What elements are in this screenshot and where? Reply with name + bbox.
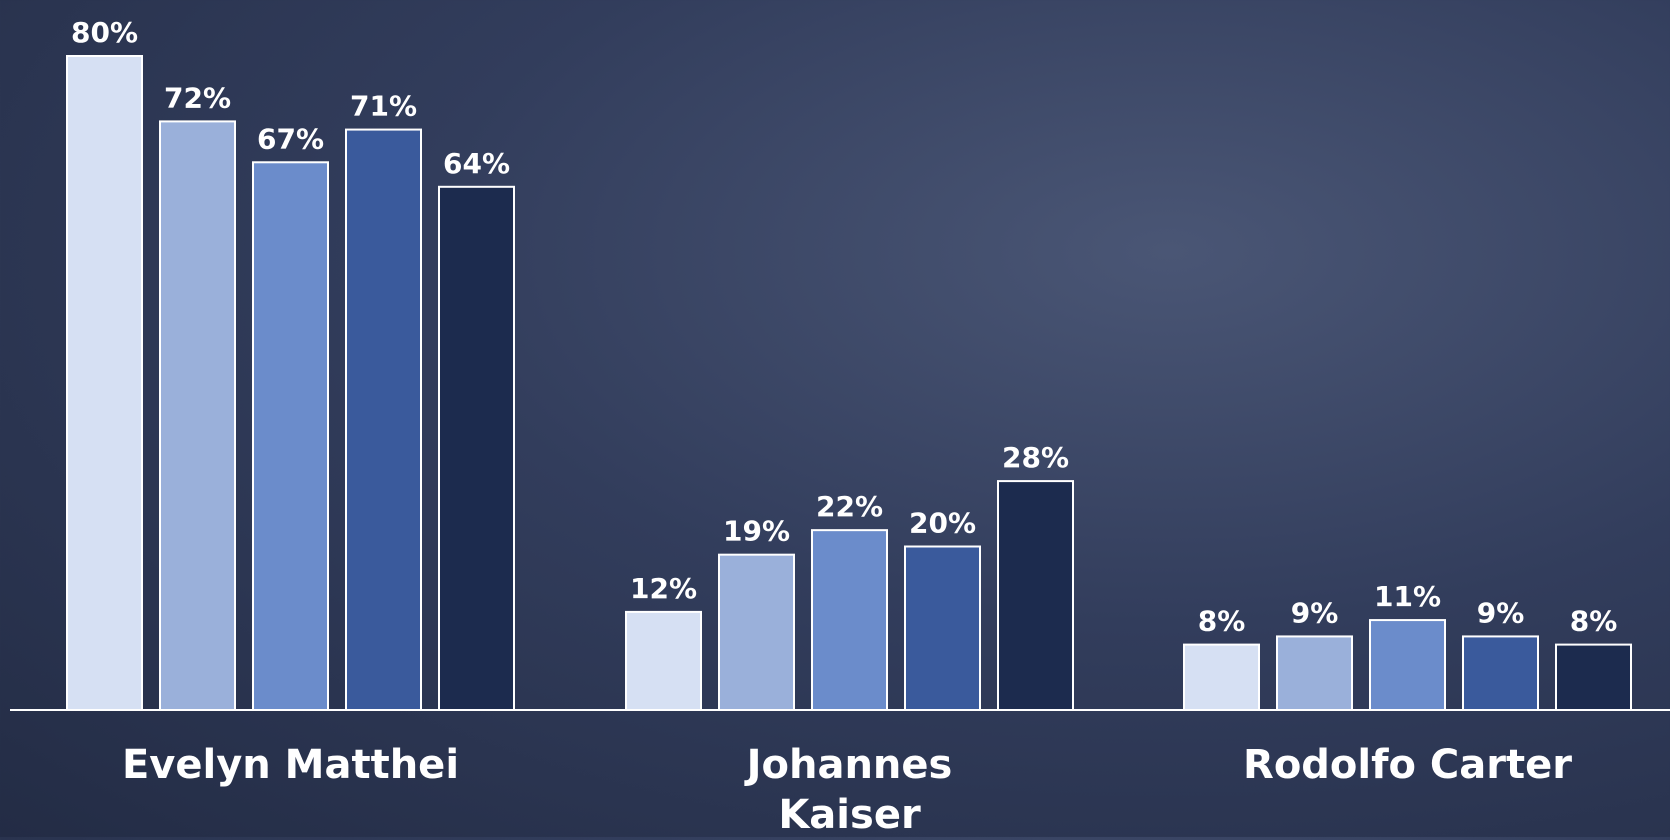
bar (904, 545, 981, 711)
bar (438, 185, 515, 712)
value-label: 72% (164, 81, 231, 114)
value-label: 28% (1002, 441, 1069, 474)
bar (811, 529, 888, 712)
bar (66, 55, 143, 711)
value-label: 8% (1198, 605, 1246, 638)
value-label: 22% (816, 490, 883, 523)
value-label: 64% (443, 147, 510, 180)
value-label: 11% (1374, 580, 1441, 613)
value-label: 80% (71, 16, 138, 49)
bar (345, 128, 422, 711)
value-label: 9% (1291, 596, 1339, 629)
bar (1369, 619, 1446, 712)
value-label: 71% (350, 90, 417, 123)
bar (252, 161, 329, 711)
value-label: 8% (1570, 605, 1618, 638)
value-label: 19% (723, 515, 790, 548)
bar (1462, 635, 1539, 711)
bar (718, 553, 795, 711)
value-label: 67% (257, 122, 324, 155)
category-label: Evelyn Matthei (121, 742, 460, 788)
bar (997, 480, 1074, 711)
bar (159, 120, 236, 711)
category-label: Rodolfo Carter (1243, 742, 1572, 788)
bar (1183, 643, 1260, 711)
bar (1555, 643, 1632, 711)
value-label: 12% (630, 572, 697, 605)
bar (1276, 635, 1353, 711)
category-label: Johannes Kaiser (746, 742, 953, 838)
bar (625, 610, 702, 712)
value-label: 9% (1477, 596, 1525, 629)
value-label: 20% (909, 507, 976, 540)
